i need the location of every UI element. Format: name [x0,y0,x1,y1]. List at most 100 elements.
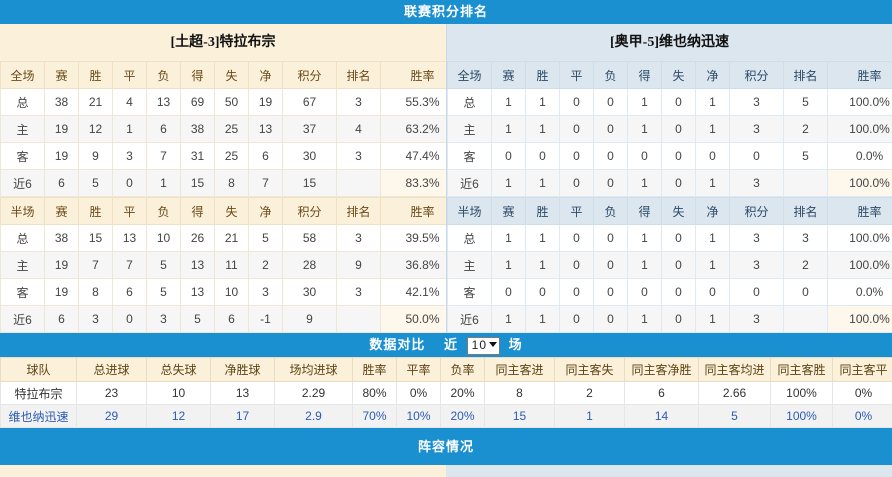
col-header: 净 [696,62,730,89]
cell-points: 3 [730,170,784,197]
cell-winrate: 100.0% [828,306,892,333]
cell: 0 [594,116,628,143]
table-row: 近6 6 5 0 1 15 8 7 15 83.3% [1,170,465,197]
col-header: 胜 [79,62,113,89]
cell: 8 [79,279,113,306]
cell: 3 [249,279,283,306]
col-header: 赛 [492,62,526,89]
cell: 69 [181,89,215,116]
col-header: 积分 [730,198,784,225]
cell: 80% [353,382,397,405]
cell-points: 3 [730,252,784,279]
table-header-row: 半场 赛 胜 平 负 得 失 净 积分 排名 胜率 [448,198,892,225]
team-title-right: [奥甲-5]维也纳迅速 [447,24,892,61]
table-data-compare: 球队 总进球 总失球 净胜球 场均进球 胜率 平率 负率 同主客进 同主客失 同… [0,357,892,428]
table-right-fulltime: 全场 赛 胜 平 负 得 失 净 积分 排名 胜率 总 1 1 [447,61,892,197]
col-header: 失 [662,62,696,89]
row-label: 客 [448,143,492,170]
cell: 1 [492,116,526,143]
cell: 15 [79,225,113,252]
cell: 14 [625,405,699,428]
lineup-strip-right [446,465,892,477]
cell-points: 9 [283,306,337,333]
cell: 0 [662,279,696,306]
cell: 0 [560,252,594,279]
cell: 10 [215,279,249,306]
section-title-data-compare: 数据对比 [369,333,425,357]
cell: 0 [560,89,594,116]
cell-rank: 3 [337,89,381,116]
cell: 23 [77,382,147,405]
col-header: 净胜球 [211,358,275,382]
cell: 26 [181,225,215,252]
team-stats-area: [土超-3]特拉布宗 全场 赛 胜 平 负 得 失 净 积分 排名 [0,24,892,333]
cell: 1 [696,225,730,252]
recent-count-value: 10 [472,338,487,353]
row-label: 近6 [1,306,45,333]
cell: 70% [353,405,397,428]
cell: 19 [45,143,79,170]
cell: 19 [249,89,283,116]
cell-points: 28 [283,252,337,279]
cell: 2.29 [275,382,353,405]
col-header: 积分 [730,62,784,89]
cell: 1 [113,116,147,143]
table-row: 客 19 8 6 5 13 10 3 30 3 42.1% [1,279,465,306]
col-header: 积分 [283,62,337,89]
cell: 1 [492,225,526,252]
cell-rank [784,170,828,197]
row-label: 近6 [448,170,492,197]
col-header: 场均进球 [275,358,353,382]
col-header: 负 [594,198,628,225]
cell-points: 30 [283,279,337,306]
cell: 0 [662,225,696,252]
cell: 0 [628,279,662,306]
col-header: 得 [181,62,215,89]
cell: 10 [147,225,181,252]
cell-points: 3 [730,306,784,333]
cell: 0 [662,89,696,116]
table-row: 特拉布宗 23 10 13 2.29 80% 0% 20% 8 2 6 2.66… [1,382,892,405]
col-header: 平 [113,198,147,225]
col-header: 负 [147,198,181,225]
table-row: 近6 1 1 0 0 1 0 1 3 100.0% [448,170,892,197]
cell: 1 [526,170,560,197]
col-header: 胜率 [828,62,892,89]
cell: 0 [526,143,560,170]
cell: 0 [594,89,628,116]
col-header: 净 [249,198,283,225]
cell: 1 [526,252,560,279]
cell: 2.9 [275,405,353,428]
cell: 1 [696,170,730,197]
cell: 6 [45,306,79,333]
col-header: 排名 [337,62,381,89]
cell: 1 [526,306,560,333]
section-title-league-standings: 联赛积分排名 [404,0,488,24]
cell: 0 [560,225,594,252]
col-header: 同主客平 [833,358,892,382]
cell: 0 [560,143,594,170]
cell: 0 [113,170,147,197]
recent-count-select[interactable]: 10 [467,337,500,355]
col-header: 总进球 [77,358,147,382]
col-header: 得 [181,198,215,225]
col-header: 总失球 [147,358,211,382]
cell: 0 [560,170,594,197]
table-row: 总 38 21 4 13 69 50 19 67 3 55.3% [1,89,465,116]
row-label: 近6 [448,306,492,333]
team-title-left: [土超-3]特拉布宗 [0,24,446,61]
cell: 2 [249,252,283,279]
table-row: 总 1 1 0 0 1 0 1 3 3 100.0% [448,225,892,252]
cell-rank: 3 [337,225,381,252]
cell: 7 [249,170,283,197]
cell: 15 [181,170,215,197]
cell: 1 [696,306,730,333]
col-header: 半场 [448,198,492,225]
cell: 10 [147,382,211,405]
cell: 0% [397,382,441,405]
col-header: 得 [628,62,662,89]
section-bar-data-compare: 数据对比 近 10 场 [0,333,892,357]
cell-rank: 3 [784,225,828,252]
row-label: 总 [1,89,45,116]
cell: 0 [560,116,594,143]
